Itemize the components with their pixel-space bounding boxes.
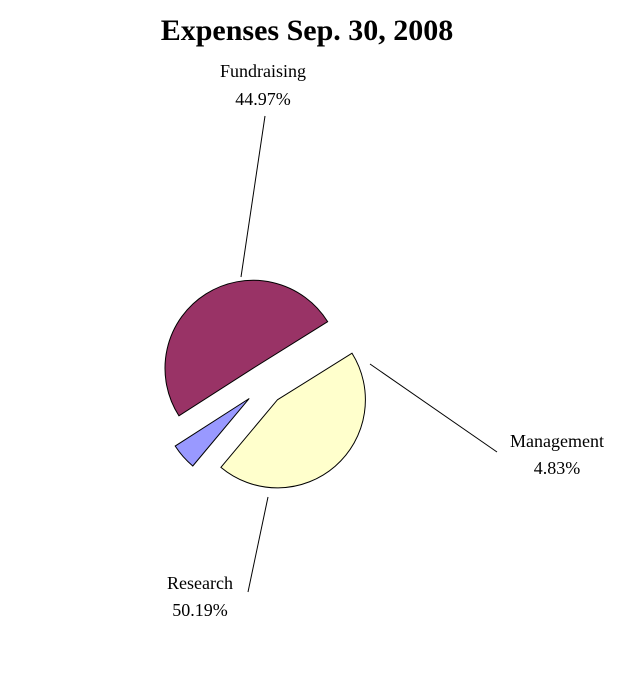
slice-value-research: 50.19% (172, 600, 228, 620)
slice-label-research: Research (167, 573, 233, 593)
pie-slice-research (164, 279, 329, 417)
slice-value-fundraising: 44.97% (235, 89, 291, 109)
pie-slices (164, 279, 366, 489)
slice-value-management: 4.83% (534, 458, 581, 478)
leader-line-management (369, 363, 498, 453)
slice-label-management: Management (510, 431, 604, 451)
chart-title: Expenses Sep. 30, 2008 (161, 14, 454, 47)
leader-line-research (247, 496, 269, 593)
pie-slice-fundraising (220, 352, 366, 489)
leader-line-fundraising (240, 115, 266, 278)
pie-slice-management (174, 398, 250, 467)
slice-label-fundraising: Fundraising (220, 61, 306, 81)
